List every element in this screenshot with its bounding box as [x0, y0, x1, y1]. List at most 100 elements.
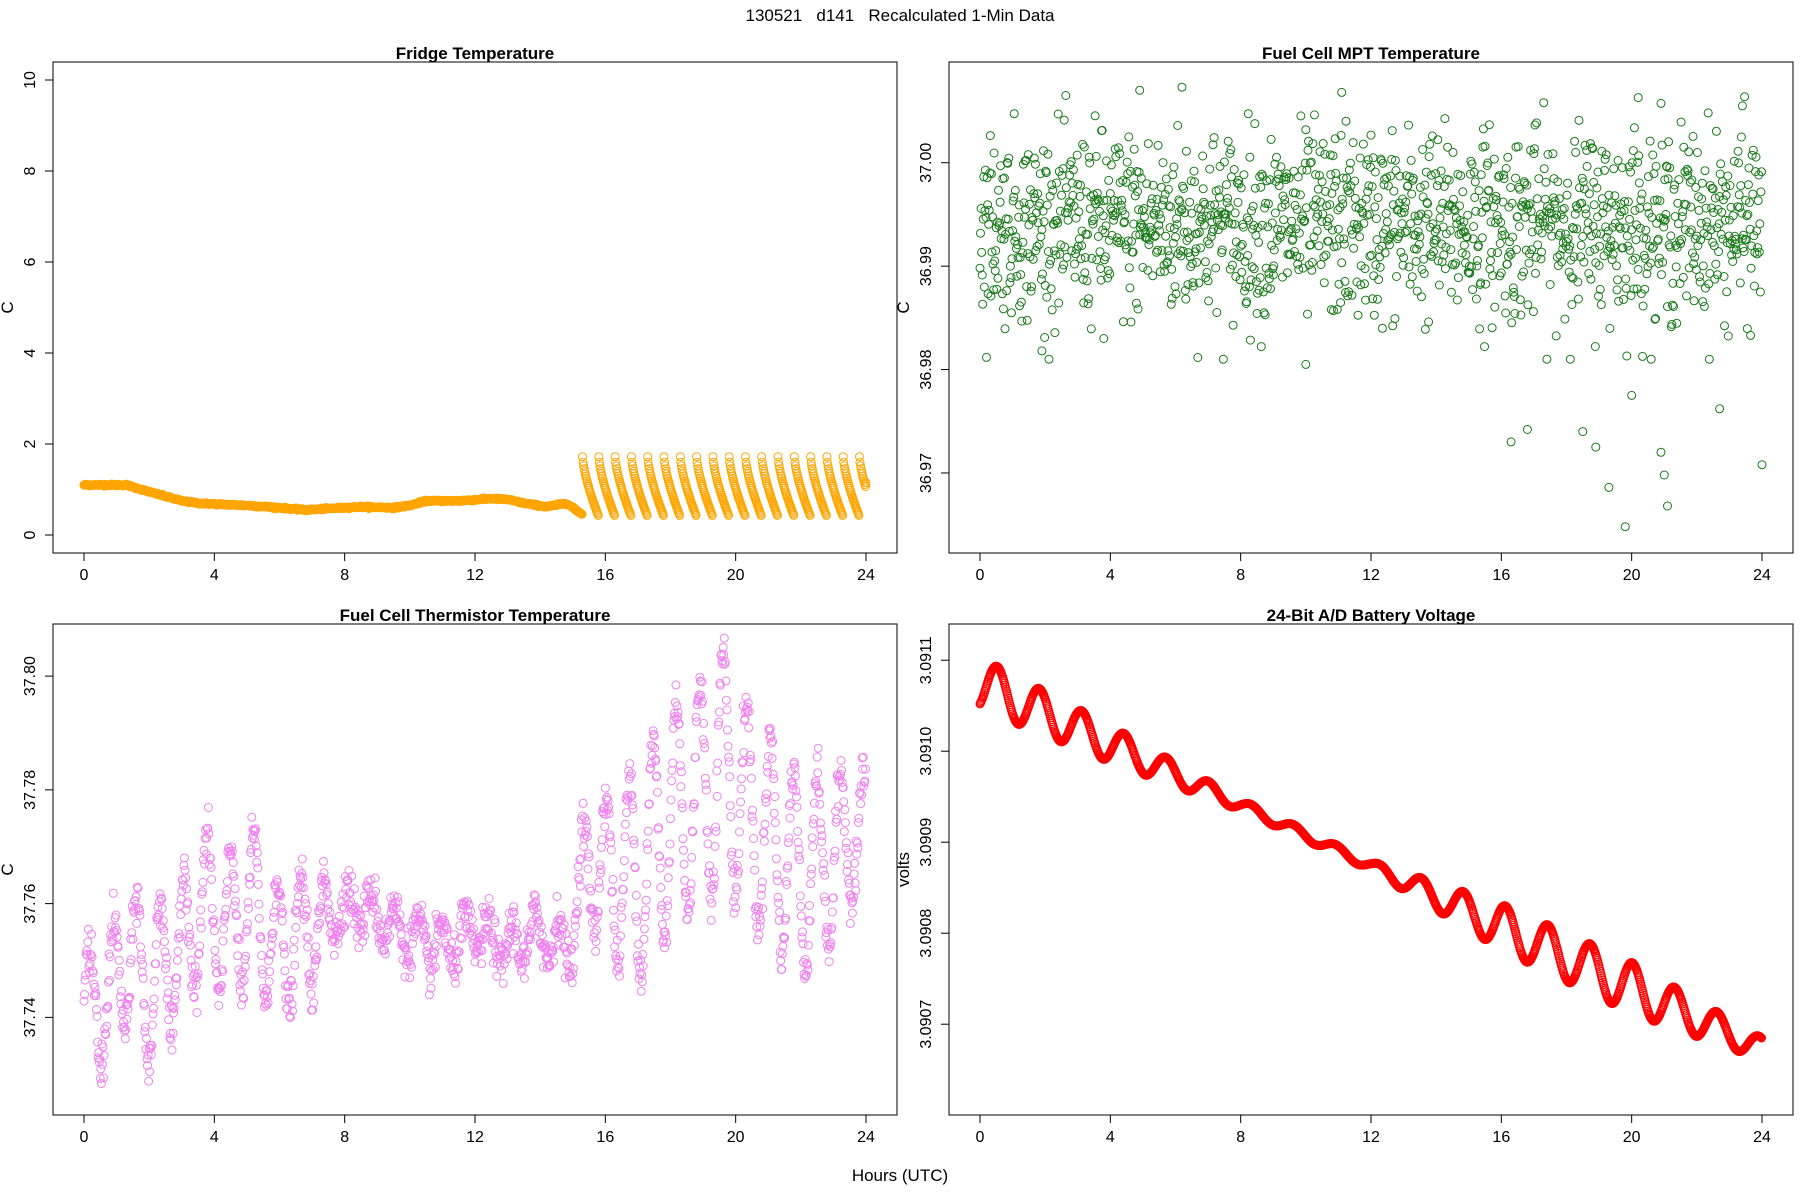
data-point	[1728, 257, 1738, 266]
data-point	[151, 959, 161, 969]
data-point	[661, 911, 671, 921]
data-point	[768, 769, 778, 779]
data-point	[536, 922, 546, 932]
data-point	[252, 857, 262, 867]
data-point	[1691, 183, 1701, 192]
data-point	[176, 910, 186, 919]
data-point	[1668, 278, 1678, 288]
data-point	[584, 852, 594, 862]
data-point	[556, 915, 566, 924]
data-point	[180, 865, 190, 875]
data-point	[352, 913, 362, 923]
data-point	[1289, 247, 1299, 256]
data-point	[605, 832, 615, 842]
data-point	[1192, 257, 1202, 267]
data-point	[1594, 261, 1604, 270]
data-point	[1051, 250, 1061, 260]
data-point	[1564, 267, 1574, 277]
data-point	[687, 852, 697, 862]
data-point	[1032, 241, 1042, 251]
data-point	[643, 826, 653, 836]
data-point	[1115, 149, 1125, 159]
data-point	[744, 707, 754, 717]
data-point	[679, 859, 689, 869]
data-point	[486, 928, 496, 938]
data-point	[1673, 219, 1683, 229]
data-point	[1577, 173, 1587, 183]
data-point	[840, 818, 850, 828]
data-point	[1366, 162, 1375, 172]
data-point	[1536, 254, 1546, 264]
data-point	[1746, 330, 1756, 340]
data-point	[101, 1030, 111, 1040]
data-point	[1633, 93, 1643, 103]
x-tick-label: 4	[210, 1129, 219, 1146]
data-point	[1187, 259, 1197, 268]
data-point	[1254, 237, 1264, 247]
data-point	[822, 452, 832, 462]
data-point	[1593, 167, 1603, 177]
data-point	[1360, 279, 1369, 289]
data-point	[1309, 232, 1319, 242]
data-point	[290, 960, 300, 970]
data-point	[1130, 180, 1140, 190]
data-point	[1361, 295, 1371, 305]
data-point	[139, 1000, 149, 1010]
data-point	[1324, 236, 1334, 246]
data-point	[93, 1053, 103, 1063]
data-point	[267, 929, 277, 939]
data-point	[1097, 125, 1107, 135]
data-point	[1589, 200, 1599, 210]
data-point	[184, 922, 194, 932]
x-tick-label: 0	[80, 1129, 89, 1146]
data-point	[88, 968, 98, 978]
data-point	[423, 941, 433, 951]
data-point	[1270, 208, 1280, 218]
data-point	[1667, 300, 1677, 310]
data-point	[1646, 354, 1656, 364]
data-point	[1570, 136, 1580, 146]
data-point	[1631, 253, 1640, 263]
data-point	[566, 971, 576, 981]
y-axis-label: C	[0, 863, 17, 875]
data-point	[701, 779, 711, 789]
data-point	[1027, 282, 1037, 292]
data-point	[321, 876, 331, 886]
data-point	[1170, 282, 1180, 292]
data-point	[641, 905, 650, 915]
data-point	[1186, 176, 1196, 186]
data-point	[724, 752, 734, 762]
data-point	[1029, 189, 1039, 199]
data-point	[511, 936, 521, 946]
data-point	[1638, 301, 1648, 311]
data-point	[1700, 166, 1710, 176]
data-points	[975, 661, 1766, 1056]
data-point	[1698, 297, 1708, 307]
data-point	[1152, 247, 1161, 257]
data-point	[540, 939, 549, 949]
data-point	[117, 986, 126, 996]
data-point	[1576, 240, 1586, 250]
data-point	[675, 761, 685, 771]
data-point	[1194, 278, 1204, 288]
data-point	[1660, 215, 1670, 225]
data-point	[240, 962, 250, 972]
data-point	[90, 982, 100, 992]
data-point	[1037, 225, 1047, 235]
data-point	[499, 959, 509, 969]
data-point	[768, 737, 778, 746]
y-tick-label: 36.97	[918, 453, 935, 493]
data-point	[1697, 178, 1707, 188]
data-point	[591, 946, 601, 956]
data-point	[1595, 241, 1605, 251]
data-point	[1633, 157, 1643, 167]
data-point	[1184, 248, 1193, 258]
data-point	[740, 452, 750, 462]
data-point	[245, 879, 255, 889]
data-point	[1077, 241, 1087, 251]
data-point	[453, 963, 463, 973]
data-point	[658, 510, 668, 520]
data-point	[1049, 246, 1059, 256]
data-point	[1105, 189, 1115, 198]
data-point	[1689, 259, 1699, 269]
